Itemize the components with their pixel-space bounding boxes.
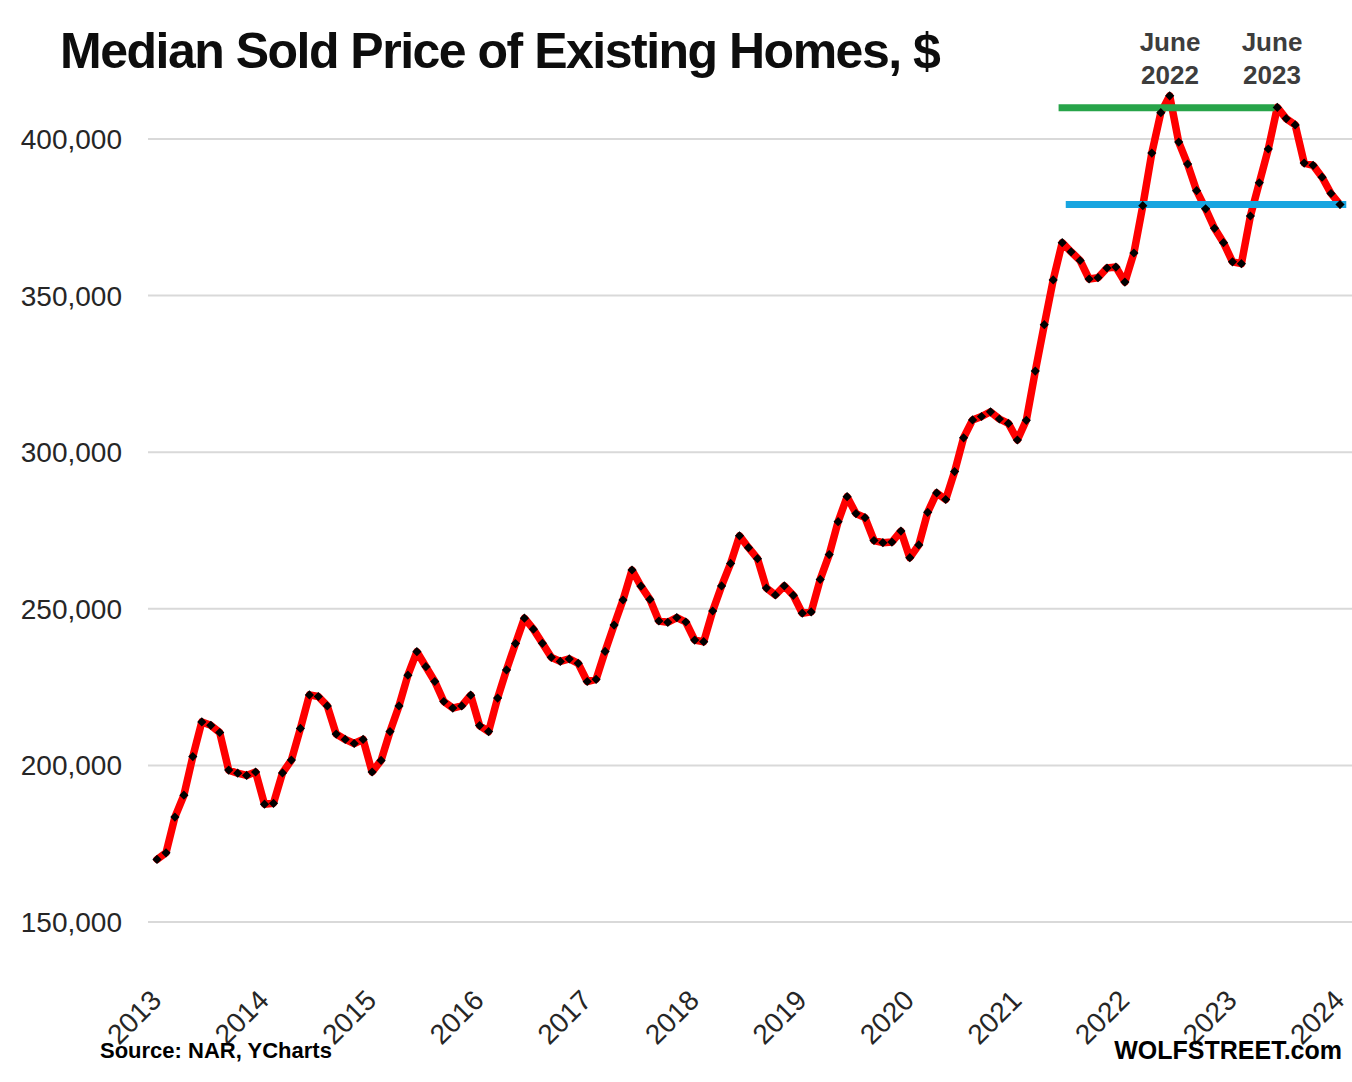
chart-page: 150,000 200,000 250,000 300,000 350,000 400,0… bbox=[0, 0, 1352, 1082]
price-line bbox=[157, 96, 1340, 860]
source-note: Source: NAR, YCharts bbox=[100, 1038, 332, 1064]
y-tick-label: 150,000 bbox=[21, 907, 122, 938]
y-tick-label: 200,000 bbox=[21, 750, 122, 781]
annotation-june-2023-line2: 2023 bbox=[1242, 59, 1303, 92]
price-line-chart: 150,000 200,000 250,000 300,000 350,000 400,0… bbox=[0, 0, 1352, 1082]
annotation-june-2022: June 2022 bbox=[1140, 26, 1201, 92]
x-tick-label: 2018 bbox=[639, 984, 705, 1050]
x-tick-label: 2020 bbox=[854, 984, 920, 1050]
brand-watermark: WOLFSTREET.com bbox=[1114, 1036, 1342, 1065]
y-tick-label: 350,000 bbox=[21, 281, 122, 312]
y-tick-label: 300,000 bbox=[21, 437, 122, 468]
annotation-june-2022-line1: June bbox=[1140, 26, 1201, 59]
page-title: Median Sold Price of Existing Homes, $ bbox=[60, 22, 939, 80]
annotation-june-2023: June 2023 bbox=[1242, 26, 1303, 92]
annotation-june-2022-line2: 2022 bbox=[1140, 59, 1201, 92]
x-tick-label: 2019 bbox=[747, 984, 813, 1050]
y-tick-label: 400,000 bbox=[21, 124, 122, 155]
x-tick-label: 2021 bbox=[962, 984, 1028, 1050]
x-tick-label: 2017 bbox=[531, 984, 597, 1050]
x-tick-label: 2016 bbox=[424, 984, 490, 1050]
annotation-june-2023-line1: June bbox=[1242, 26, 1303, 59]
y-tick-label: 250,000 bbox=[21, 594, 122, 625]
